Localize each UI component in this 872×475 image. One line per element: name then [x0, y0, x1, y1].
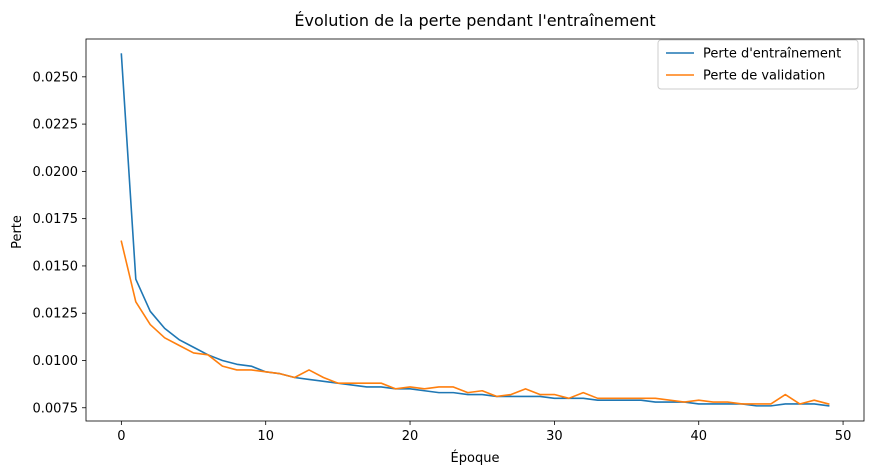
- y-tick-label: 0.0150: [33, 259, 79, 274]
- legend-label: Perte d'entraînement: [703, 47, 841, 62]
- legend: Perte d'entraînement Perte de validation: [657, 39, 859, 90]
- x-tick-label: 50: [835, 429, 852, 444]
- y-tick-label: 0.0100: [33, 354, 79, 369]
- legend-box: [657, 39, 859, 90]
- y-tick-label: 0.0175: [33, 212, 79, 227]
- series-line-1: [120, 240, 830, 405]
- x-tick-label: 10: [257, 429, 274, 444]
- x-tick-label: 0: [117, 429, 125, 444]
- y-tick-label: 0.0125: [33, 307, 79, 322]
- y-tick-label: 0.0200: [33, 165, 79, 180]
- x-axis-title: Époque: [451, 450, 500, 466]
- series-line-0: [120, 53, 830, 407]
- axes-frame: [85, 38, 865, 422]
- y-axis-title: Perte: [10, 215, 25, 249]
- x-tick-label: 40: [690, 429, 707, 444]
- x-tick-label: 20: [402, 429, 419, 444]
- legend-label: Perte de validation: [703, 69, 825, 84]
- y-tick-label: 0.0075: [33, 401, 79, 416]
- y-tick-label: 0.0250: [33, 70, 79, 85]
- chart-title: Évolution de la perte pendant l'entraîne…: [294, 11, 655, 30]
- plot-area: 0 10 20 30 40 50 0.0075 0.0100 0.0125 0.0150 0.017…: [33, 38, 865, 444]
- x-tick-label: 30: [546, 429, 563, 444]
- y-tick-label: 0.0225: [33, 118, 79, 133]
